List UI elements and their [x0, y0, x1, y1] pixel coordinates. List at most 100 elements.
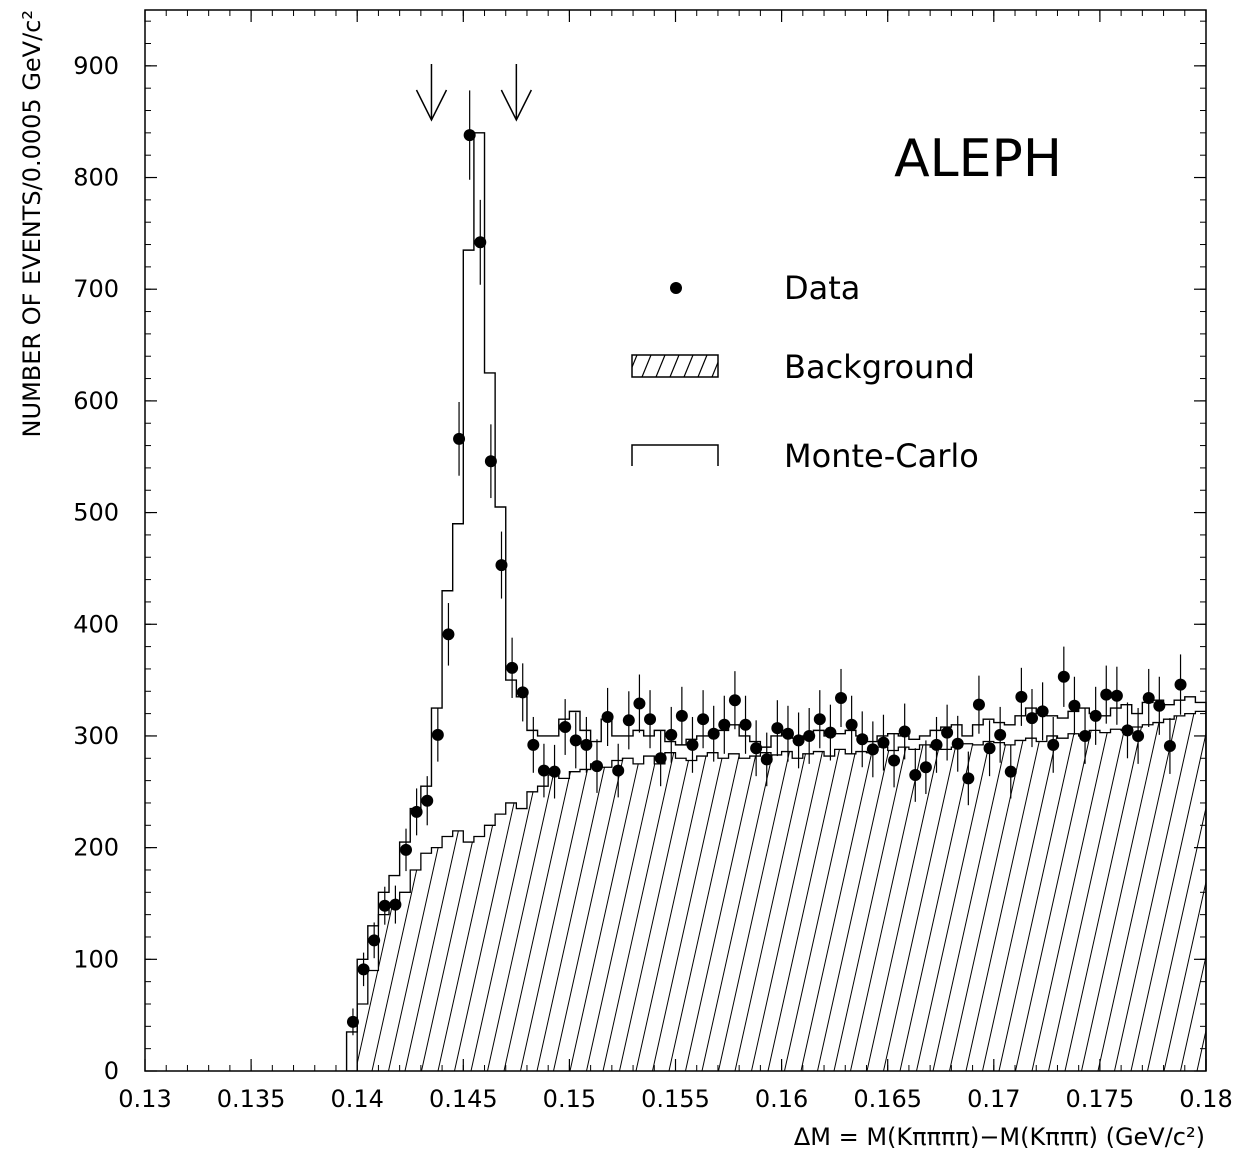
data-point — [835, 668, 848, 728]
background-outline — [346, 710, 1206, 1071]
legend-background-swatch — [631, 354, 719, 378]
data-point — [495, 531, 508, 599]
data-point — [919, 740, 932, 795]
x-tick-label: 0.14 — [330, 1085, 383, 1113]
data-point — [898, 703, 911, 760]
data-point — [559, 699, 572, 755]
data-point — [601, 687, 614, 746]
data-point — [760, 732, 773, 787]
legend-data-marker — [670, 282, 682, 294]
data-point — [845, 695, 858, 754]
data-point — [739, 695, 752, 754]
chart-title: ALEPH — [894, 129, 1062, 189]
data-point — [590, 739, 603, 793]
data-point — [421, 776, 434, 826]
data-point — [1015, 667, 1028, 726]
x-tick-label: 0.135 — [217, 1085, 286, 1113]
data-point — [686, 716, 699, 773]
data-point — [1174, 654, 1187, 715]
legend-background-label: Background — [784, 348, 975, 386]
data-point — [1004, 744, 1017, 799]
y-axis-label: NUMBER OF EVENTS/0.0005 GeV/c² — [18, 10, 46, 437]
y-tick-label: 400 — [73, 610, 119, 638]
data-point — [941, 704, 954, 761]
x-tick-label: 0.13 — [118, 1085, 171, 1113]
data-point — [1163, 718, 1176, 774]
x-tick-label: 0.18 — [1179, 1085, 1232, 1113]
x-tick-label: 0.155 — [641, 1085, 710, 1113]
monte-carlo-outline — [345, 132, 1207, 1071]
data-point — [813, 690, 826, 749]
data-point — [484, 424, 497, 499]
data-point — [697, 690, 710, 749]
y-tick-label: 700 — [73, 275, 119, 303]
data-point — [1025, 689, 1038, 748]
data-point — [1153, 676, 1166, 735]
data-point — [718, 695, 731, 754]
data-point — [474, 199, 487, 285]
data-points — [346, 90, 1187, 1036]
data-point — [431, 708, 444, 762]
data-point — [792, 712, 805, 769]
data-point — [548, 744, 561, 799]
y-tick-label: 800 — [73, 164, 119, 192]
data-point — [771, 700, 784, 757]
data-point — [569, 712, 582, 769]
data-point — [1142, 668, 1155, 728]
data-point — [633, 674, 646, 733]
legend: Data Background Monte-Carlo — [631, 269, 979, 475]
background-histogram — [346, 710, 1206, 1071]
data-point — [1110, 666, 1123, 725]
y-tick-label: 0 — [104, 1057, 119, 1085]
data-point — [707, 705, 720, 762]
y-tick-label: 900 — [73, 52, 119, 80]
x-tick-label: 0.16 — [755, 1085, 808, 1113]
y-tick-label: 500 — [73, 499, 119, 527]
data-point — [983, 720, 996, 777]
x-tick-label: 0.175 — [1066, 1085, 1135, 1113]
data-point — [389, 885, 402, 924]
x-tick-label: 0.15 — [543, 1085, 596, 1113]
data-point — [675, 686, 688, 745]
x-tick-label: 0.17 — [967, 1085, 1020, 1113]
y-tick-label: 600 — [73, 387, 119, 415]
y-tick-label: 200 — [73, 834, 119, 862]
data-point — [877, 714, 890, 771]
axes: 0.13 0.135 0.14 0.145 0.15 0.155 0.16 0.165 0.17… — [73, 10, 1233, 1113]
x-tick-label: 0.165 — [853, 1085, 922, 1113]
data-point — [516, 663, 529, 722]
data-point — [378, 886, 391, 925]
data-point — [357, 952, 370, 987]
background-hatching — [346, 711, 1206, 1071]
data-point — [400, 828, 413, 872]
data-point — [1057, 646, 1070, 707]
data-point — [750, 720, 763, 777]
data-point — [962, 751, 975, 806]
data-point — [654, 730, 667, 787]
data-point — [463, 90, 476, 180]
data-point — [580, 716, 593, 773]
data-point — [866, 721, 879, 778]
data-point — [1079, 708, 1092, 764]
data-point — [1121, 702, 1134, 759]
data-point — [1036, 682, 1049, 741]
data-point — [951, 715, 964, 772]
data-point — [856, 711, 869, 768]
data-point — [368, 922, 381, 959]
y-tick-label: 100 — [73, 945, 119, 973]
data-point — [453, 402, 466, 476]
data-point — [803, 708, 816, 764]
data-point — [930, 716, 943, 773]
signal-window-arrows — [415, 64, 533, 122]
legend-monte-carlo-label: Monte-Carlo — [784, 437, 979, 475]
data-point — [1047, 716, 1060, 773]
data-point — [888, 733, 901, 788]
legend-monte-carlo-swatch — [631, 444, 719, 466]
signal-window-arrow — [500, 64, 533, 122]
data-point — [410, 788, 423, 836]
y-tick-label: 300 — [73, 722, 119, 750]
data-point — [1100, 665, 1113, 724]
data-point — [506, 637, 519, 698]
data-point — [612, 743, 625, 798]
data-point — [728, 671, 741, 730]
